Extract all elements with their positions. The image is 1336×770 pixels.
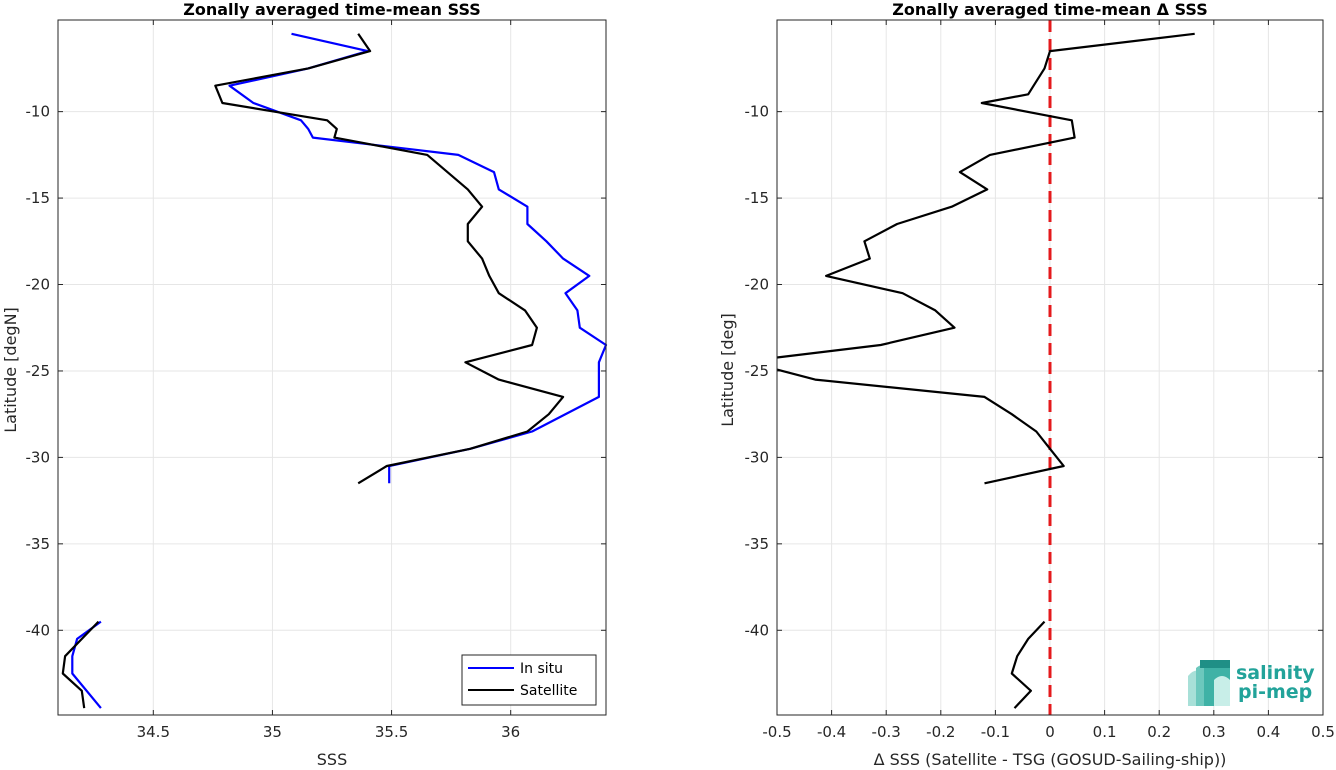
right-series xyxy=(776,32,1195,709)
salinity-pi-mep-logo: salinity pi-mep xyxy=(1188,660,1315,706)
legend-label-in-situ: In situ xyxy=(520,661,563,677)
x-tick-label: 0 xyxy=(1045,723,1055,741)
x-tick-label: 0.1 xyxy=(1093,723,1117,741)
left-ylabel: Latitude [degN] xyxy=(1,307,20,433)
y-tick-label: -15 xyxy=(26,189,51,207)
x-tick-label: -0.4 xyxy=(817,723,846,741)
y-tick-label: -10 xyxy=(26,103,51,121)
right-ticks: -0.5 -0.4 -0.3 -0.2 -0.1 0 0.1 0.2 0.3 0.4 0.5 -10 -… xyxy=(745,20,1335,741)
left-xlabel: SSS xyxy=(317,750,347,769)
right-xlabel: Δ SSS (Satellite - TSG (GOSUD-Sailing-sh… xyxy=(874,750,1227,769)
series-line-in-situ xyxy=(228,32,608,484)
x-tick-label: 0.5 xyxy=(1311,723,1335,741)
left-plot-frame xyxy=(57,19,607,716)
right-plot-frame xyxy=(776,19,1324,716)
y-tick-label: -15 xyxy=(745,189,770,207)
series-line-delta-sss xyxy=(776,32,1195,359)
y-tick-label: -40 xyxy=(745,621,770,639)
y-tick-label: -20 xyxy=(745,276,770,294)
x-tick-label: 34.5 xyxy=(137,723,170,741)
left-panel: 34.5 35 35.5 36 -10 -15 -20 -25 -30 -35 -40 Zonall… xyxy=(1,0,608,769)
x-tick-label: 35 xyxy=(263,723,282,741)
x-tick-label: 0.3 xyxy=(1202,723,1226,741)
legend: In situ Satellite xyxy=(461,654,597,706)
right-title: Zonally averaged time-mean Δ SSS xyxy=(892,0,1208,19)
series-line-in-situ xyxy=(71,620,102,709)
left-grid xyxy=(58,20,606,715)
legend-label-satellite: Satellite xyxy=(520,683,577,699)
y-tick-label: -30 xyxy=(745,448,770,466)
legend-box xyxy=(461,654,597,706)
x-tick-label: 35.5 xyxy=(375,723,408,741)
x-tick-label: 0.2 xyxy=(1147,723,1171,741)
y-tick-label: -40 xyxy=(26,621,51,639)
y-tick-label: -35 xyxy=(745,535,770,553)
y-tick-label: -25 xyxy=(26,362,51,380)
x-tick-label: -0.1 xyxy=(981,723,1010,741)
x-tick-label: -0.2 xyxy=(926,723,955,741)
series-line-delta-sss xyxy=(1010,620,1046,709)
x-tick-label: 36 xyxy=(501,723,520,741)
logo-text-salinity: salinity xyxy=(1236,662,1315,684)
y-tick-label: -35 xyxy=(26,535,51,553)
right-panel: -0.5 -0.4 -0.3 -0.2 -0.1 0 0.1 0.2 0.3 0.4 0.5 -10 -… xyxy=(718,0,1335,769)
series-line-satellite xyxy=(214,33,565,485)
y-tick-label: -10 xyxy=(745,103,770,121)
left-ticks: 34.5 35 35.5 36 -10 -15 -20 -25 -30 -35 -40 xyxy=(26,20,606,741)
series-line-satellite xyxy=(61,620,100,709)
x-tick-label: 0.4 xyxy=(1256,723,1280,741)
x-tick-label: -0.3 xyxy=(872,723,901,741)
left-title: Zonally averaged time-mean SSS xyxy=(183,0,481,19)
logo-text-pi-mep: pi-mep xyxy=(1238,681,1312,703)
right-ylabel: Latitude [deg] xyxy=(718,313,737,427)
series-line-delta-sss xyxy=(776,368,1065,485)
left-series xyxy=(61,32,608,709)
logo-wave-icon xyxy=(1188,660,1230,706)
y-tick-label: -25 xyxy=(745,362,770,380)
x-tick-label: -0.5 xyxy=(762,723,791,741)
y-tick-label: -20 xyxy=(26,276,51,294)
y-tick-label: -30 xyxy=(26,448,51,466)
